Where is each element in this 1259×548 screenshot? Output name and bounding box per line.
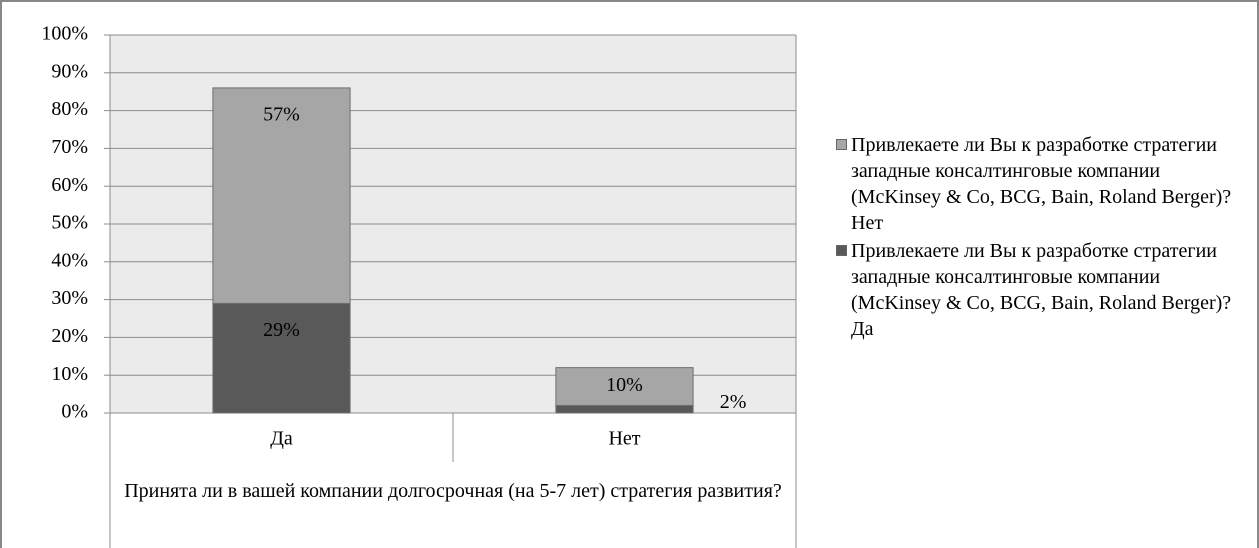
legend: Привлекаете ли Вы к разработке стратегии… [836,132,1236,344]
bar-segment [555,367,694,406]
legend-item: Привлекаете ли Вы к разработке стратегии… [836,238,1236,342]
y-tick-label: 30% [51,287,88,309]
data-label: 10% [606,374,643,396]
y-tick-label: 100% [41,23,88,45]
bar-segment [212,87,351,304]
data-label: 29% [263,319,300,341]
y-tick-label: 0% [61,401,88,423]
bar-segment [212,302,351,414]
y-tick-label: 20% [51,325,88,347]
x-tick-label: Да [270,428,293,450]
bar-segment [555,404,694,414]
legend-label: Привлекаете ли Вы к разработке стратегии… [851,134,1232,234]
legend-swatch [836,139,847,150]
data-label: 57% [263,104,300,126]
x-tick-label: Нет [608,428,640,450]
x-axis-title: Принята ли в вашей компании долгосрочная… [124,480,782,502]
data-label: 2% [720,391,747,413]
legend-item: Привлекаете ли Вы к разработке стратегии… [836,132,1236,236]
y-tick-label: 40% [51,249,88,271]
legend-swatch [836,245,847,256]
y-tick-label: 90% [51,60,88,82]
y-tick-label: 60% [51,174,88,196]
y-tick-label: 70% [51,136,88,158]
y-tick-label: 80% [51,98,88,120]
legend-label: Привлекаете ли Вы к разработке стратегии… [851,240,1232,340]
y-tick-label: 10% [51,363,88,385]
y-tick-label: 50% [51,212,88,234]
